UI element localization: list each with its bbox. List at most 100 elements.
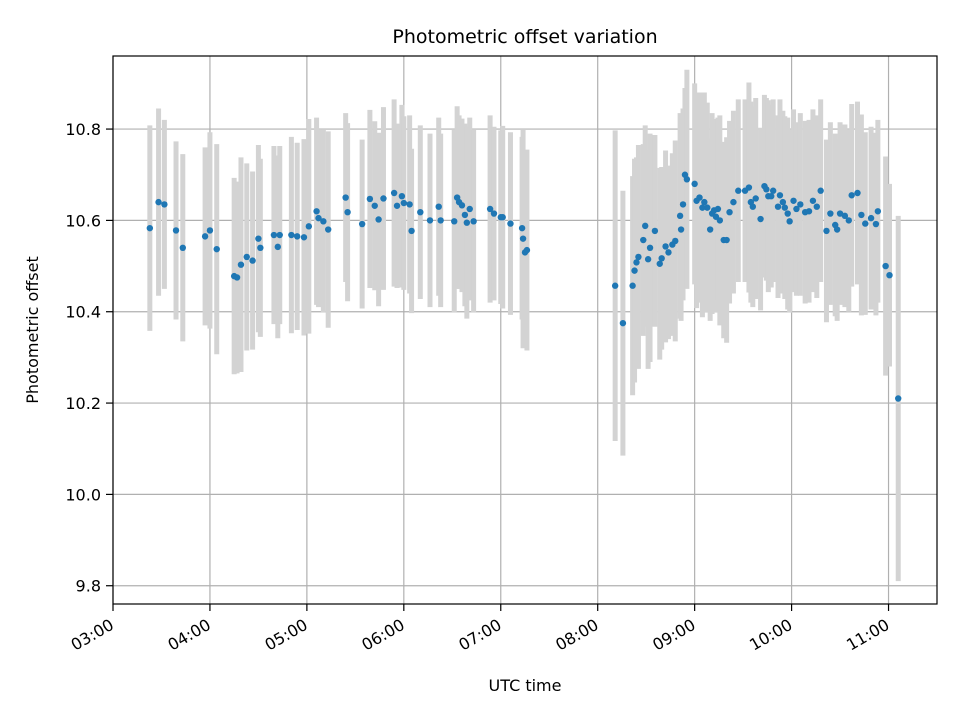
data-point	[827, 210, 834, 217]
data-point	[784, 210, 791, 217]
data-point	[320, 218, 327, 225]
y-tick-label: 10.8	[65, 120, 101, 139]
data-point	[179, 244, 186, 251]
data-point	[704, 204, 711, 211]
data-point	[161, 201, 168, 208]
data-point	[146, 224, 154, 232]
data-point	[243, 253, 250, 261]
data-point	[458, 202, 466, 209]
data-point	[344, 208, 351, 216]
data-point	[486, 205, 494, 213]
data-point	[257, 244, 264, 251]
data-point	[805, 208, 813, 215]
data-point	[790, 197, 797, 204]
data-point	[371, 202, 378, 209]
data-point	[781, 204, 789, 211]
data-point	[631, 267, 638, 274]
data-point	[463, 219, 471, 226]
data-point	[691, 180, 698, 188]
data-point	[672, 237, 679, 245]
data-point	[629, 282, 636, 289]
data-point	[276, 231, 283, 239]
data-point	[749, 203, 757, 210]
data-point	[640, 236, 647, 244]
data-point	[769, 187, 777, 194]
data-point	[862, 220, 869, 227]
data-point	[274, 243, 281, 251]
data-point	[155, 198, 162, 206]
data-point	[305, 223, 313, 230]
data-point	[470, 218, 477, 225]
data-point	[895, 395, 902, 402]
data-point	[233, 274, 241, 281]
y-tick-label: 10.6	[65, 211, 101, 230]
data-point	[651, 227, 659, 235]
data-point	[886, 272, 893, 279]
data-point	[519, 235, 527, 242]
data-point	[706, 226, 714, 233]
y-axis: 9.8 10.0 10.2 10.4 10.6 10.8	[65, 120, 113, 596]
y-axis-label: Photometric offset	[23, 256, 42, 404]
data-point	[797, 201, 804, 208]
data-point	[172, 227, 180, 234]
data-point	[836, 210, 844, 217]
data-point	[679, 201, 687, 208]
data-point	[633, 259, 640, 266]
data-point	[730, 198, 737, 206]
data-point	[375, 216, 382, 223]
data-point	[723, 236, 730, 244]
data-point	[358, 220, 366, 228]
data-point	[813, 203, 820, 210]
data-point	[701, 198, 708, 206]
data-point	[845, 217, 852, 224]
data-point	[696, 194, 703, 201]
data-point	[757, 215, 764, 223]
data-point	[823, 227, 830, 235]
data-point	[735, 187, 742, 194]
data-point	[523, 246, 531, 254]
data-point	[752, 195, 759, 202]
data-point	[676, 212, 684, 220]
data-point	[507, 220, 514, 227]
data-points	[146, 171, 902, 402]
data-point	[417, 208, 424, 216]
data-point	[426, 217, 434, 224]
data-point	[656, 260, 663, 267]
data-point	[249, 257, 256, 264]
data-point	[201, 233, 209, 240]
data-point	[293, 233, 301, 240]
data-point	[380, 195, 387, 202]
data-point	[745, 184, 753, 191]
y-tick-label: 9.8	[76, 577, 101, 596]
data-point	[872, 220, 880, 228]
data-point	[768, 192, 775, 200]
data-point	[288, 231, 295, 239]
data-point	[611, 282, 619, 289]
data-point	[408, 227, 415, 235]
data-point	[646, 244, 654, 251]
data-point	[393, 202, 401, 209]
data-point	[848, 192, 855, 199]
data-point	[874, 208, 882, 215]
data-point	[841, 212, 849, 220]
data-point	[809, 197, 817, 204]
data-point	[867, 214, 875, 222]
data-point	[499, 214, 506, 221]
data-point	[255, 235, 262, 242]
data-point	[683, 176, 691, 183]
data-point	[213, 245, 220, 253]
chart-title: Photometric offset variation	[392, 26, 657, 48]
data-point	[776, 192, 784, 199]
data-point	[518, 224, 526, 232]
data-point	[716, 217, 724, 224]
data-point	[882, 262, 889, 270]
data-point	[398, 192, 406, 200]
data-point	[817, 187, 824, 194]
data-point	[315, 214, 322, 222]
data-point	[461, 211, 469, 219]
data-point	[854, 189, 861, 197]
data-point	[300, 234, 308, 241]
data-point	[793, 205, 800, 213]
data-point	[635, 253, 642, 261]
